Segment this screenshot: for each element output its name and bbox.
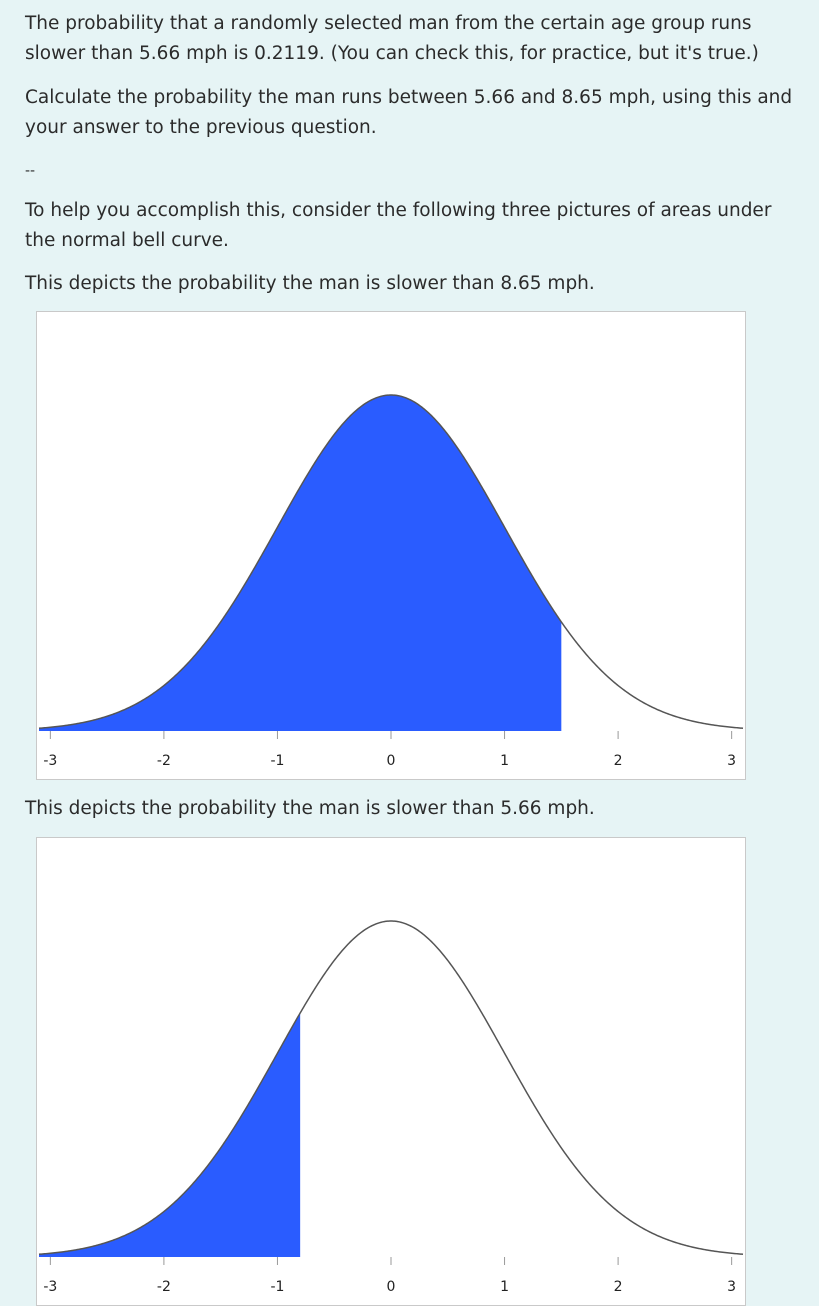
separator-text: -- [25, 163, 36, 179]
tick-label: 3 [727, 1279, 736, 1295]
shaded-area [39, 395, 562, 731]
chart1-caption: This depicts the probability the man is … [25, 273, 595, 294]
tick-label: 3 [727, 753, 736, 769]
tick-label: -3 [43, 1279, 57, 1295]
tick-label: 1 [500, 1279, 509, 1295]
problem-statement: The probability that a randomly selected… [25, 13, 759, 64]
chart-2-svg: -3 -2 -1 0 1 2 3 [38, 920, 744, 1295]
tick-label: -1 [270, 753, 284, 769]
tick-label: 2 [614, 753, 623, 769]
bell-curve-line [38, 920, 744, 1255]
tick-label: -1 [270, 1279, 284, 1295]
tick-label: 0 [387, 753, 396, 769]
tick-label: 1 [500, 753, 509, 769]
tick-label: -3 [43, 753, 57, 769]
tick-label: -2 [157, 1279, 171, 1295]
question-text: Calculate the probability the man runs b… [25, 87, 793, 138]
normal-curve-chart-1: -3 -2 -1 0 1 2 3 [36, 311, 746, 780]
normal-curve-chart-2: -3 -2 -1 0 1 2 3 [36, 837, 746, 1306]
bell-curve-line [38, 394, 744, 729]
chart2-caption: This depicts the probability the man is … [25, 798, 595, 819]
hint-text: To help you accomplish this, consider th… [25, 200, 772, 251]
tick-label: 0 [387, 1279, 396, 1295]
tick-label: -2 [157, 753, 171, 769]
chart-1-svg: -3 -2 -1 0 1 2 3 [38, 394, 744, 769]
tick-label: 2 [614, 1279, 623, 1295]
shaded-area [39, 1013, 301, 1257]
